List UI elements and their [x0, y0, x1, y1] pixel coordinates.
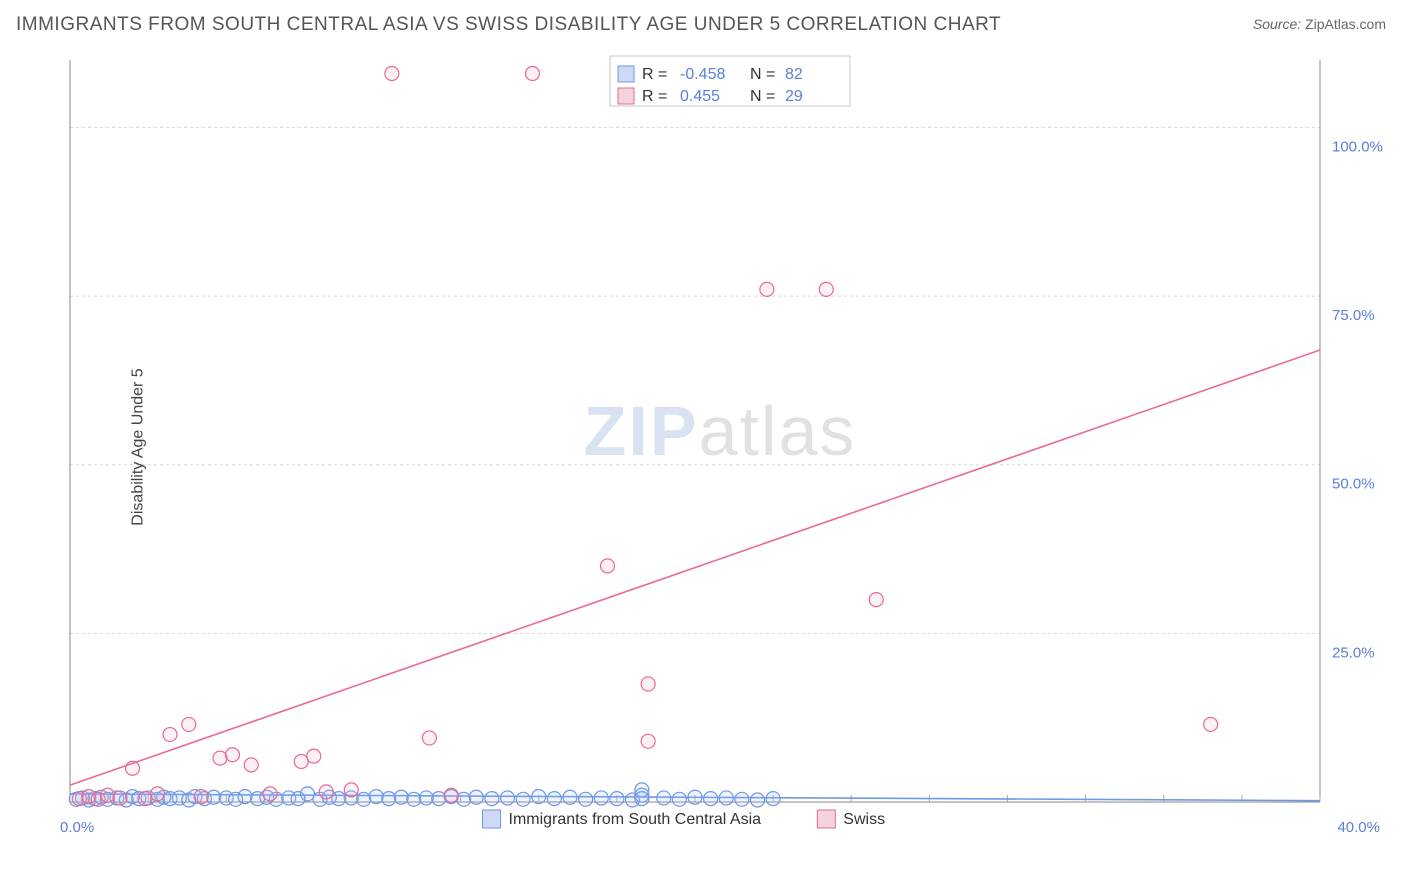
point-series_b: [294, 755, 308, 769]
legend-r-value: -0.458: [680, 66, 725, 83]
point-series_a: [394, 790, 408, 804]
point-series_b: [244, 758, 258, 772]
bottom-legend-label: Immigrants from South Central Asia: [509, 811, 762, 828]
point-series_b: [138, 792, 152, 806]
point-series_a: [610, 792, 624, 806]
point-series_a: [516, 792, 530, 806]
point-series_a: [238, 790, 252, 804]
point-series_a: [704, 792, 718, 806]
point-series_a: [657, 791, 671, 805]
bottom-legend-swatch: [483, 810, 501, 828]
y-tick-label: 75.0%: [1332, 307, 1375, 324]
point-series_b: [385, 66, 399, 80]
point-series_b: [641, 677, 655, 691]
legend-swatch: [618, 66, 634, 82]
point-series_a: [382, 792, 396, 806]
point-series_b: [526, 66, 540, 80]
point-series_a: [419, 791, 433, 805]
point-series_a: [735, 792, 749, 806]
point-series_a: [688, 790, 702, 804]
point-series_a: [751, 793, 765, 807]
y-tick-label: 25.0%: [1332, 644, 1375, 661]
point-series_b: [641, 734, 655, 748]
point-series_b: [263, 787, 277, 801]
point-series_a: [357, 792, 371, 806]
y-tick-label: 50.0%: [1332, 476, 1375, 493]
point-series_a: [407, 792, 421, 806]
point-series_b: [444, 788, 458, 802]
point-series_b: [163, 728, 177, 742]
bottom-legend-label: Swiss: [843, 811, 885, 828]
legend-r-label: R =: [642, 66, 667, 83]
x-tick-label: 0.0%: [60, 819, 94, 836]
legend-n-value: 82: [785, 66, 803, 83]
point-series_a: [332, 792, 346, 806]
legend-r-label: R =: [642, 88, 667, 105]
point-series_a: [547, 792, 561, 806]
point-series_a: [501, 791, 515, 805]
point-series_b: [126, 761, 140, 775]
point-series_b: [819, 282, 833, 296]
point-series_b: [213, 751, 227, 765]
point-series_a: [207, 790, 221, 804]
point-series_a: [672, 792, 686, 806]
point-series_b: [869, 593, 883, 607]
point-series_a: [457, 792, 471, 806]
point-series_a: [579, 792, 593, 806]
legend-n-value: 29: [785, 88, 803, 105]
point-series_b: [344, 783, 358, 797]
point-series_b: [601, 559, 615, 573]
point-series_a: [563, 790, 577, 804]
point-series_a: [532, 790, 546, 804]
scatter-plot-area: Disability Age Under 5 ZIPatlas 0.0%40.0…: [50, 52, 1390, 842]
point-series_a: [635, 792, 649, 806]
source-attribution: Source: ZipAtlas.com: [1253, 16, 1386, 32]
legend-n-label: N =: [750, 66, 775, 83]
legend-swatch: [618, 88, 634, 104]
point-series_b: [307, 749, 321, 763]
point-series_a: [719, 791, 733, 805]
point-series_b: [151, 787, 165, 801]
legend-r-value: 0.455: [680, 88, 720, 105]
point-series_b: [101, 788, 115, 802]
x-tick-label: 40.0%: [1337, 819, 1380, 836]
point-series_b: [319, 785, 333, 799]
source-value: ZipAtlas.com: [1305, 16, 1386, 32]
y-tick-label: 100.0%: [1332, 138, 1383, 155]
chart-title: IMMIGRANTS FROM SOUTH CENTRAL ASIA VS SW…: [16, 14, 1001, 36]
point-series_b: [182, 717, 196, 731]
chart-svg: 0.0% 40.0% 25.0% 50.0% 75.0% 100.0% R = -0.458 N…: [50, 52, 1390, 842]
point-series_a: [432, 792, 446, 806]
point-series_b: [1204, 717, 1218, 731]
point-series_a: [301, 787, 315, 801]
point-series_a: [469, 790, 483, 804]
source-label: Source:: [1253, 16, 1301, 32]
y-axis-label: Disability Age Under 5: [130, 368, 148, 525]
point-series_a: [369, 790, 383, 804]
point-series_b: [194, 790, 208, 804]
point-series_b: [113, 791, 127, 805]
point-series_b: [760, 282, 774, 296]
bottom-legend-swatch: [817, 810, 835, 828]
point-series_b: [226, 748, 240, 762]
point-series_a: [485, 792, 499, 806]
trend-line-series_b: [70, 350, 1320, 785]
point-series_a: [594, 791, 608, 805]
point-series_a: [766, 792, 780, 806]
legend-n-label: N =: [750, 88, 775, 105]
point-series_b: [422, 731, 436, 745]
